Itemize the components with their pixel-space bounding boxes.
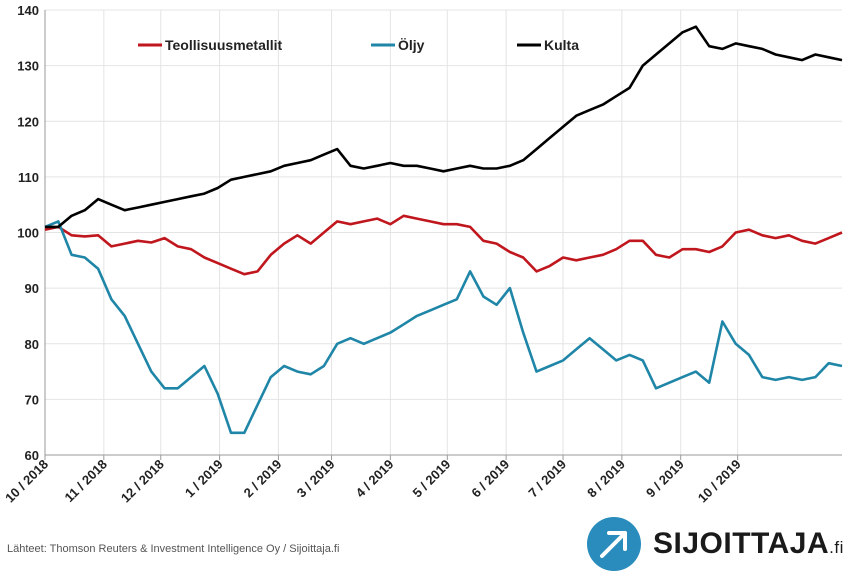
- x-tick-label: 10 / 2019: [695, 457, 744, 506]
- x-tick-label: 7 / 2019: [525, 457, 569, 501]
- series-line-0: [44, 214, 843, 276]
- y-tick-label: 120: [17, 114, 39, 129]
- x-tick-label: 3 / 2019: [294, 457, 338, 501]
- x-tick-label: 5 / 2019: [410, 457, 454, 501]
- legend-label: Teollisuusmetallit: [165, 37, 283, 53]
- y-tick-label: 100: [17, 226, 39, 241]
- y-tick-label: 140: [17, 3, 39, 18]
- legend-label: Kulta: [544, 37, 579, 53]
- source-note: Lähteet: Thomson Reuters & Investment In…: [7, 543, 340, 555]
- legend: Teollisuusmetallit Öljy Kulta: [138, 37, 579, 53]
- y-tick-label: 60: [25, 448, 39, 463]
- x-tick-label: 6 / 2019: [468, 457, 512, 501]
- arrow-icon: [587, 517, 641, 571]
- x-tick-label: 8 / 2019: [584, 457, 628, 501]
- x-axis: 10 / 2018 11 / 2018 12 / 2018 1 / 2019 2 / 2…: [2, 454, 842, 506]
- x-tick-label: 2 / 2019: [241, 457, 285, 501]
- x-tick-label: 4 / 2019: [353, 457, 397, 501]
- x-tick-label: 10 / 2018: [2, 457, 51, 506]
- sijoittaja-logo: SIJOITTAJA.fi: [587, 517, 844, 571]
- x-tick-label: 12 / 2018: [118, 457, 167, 506]
- x-tick-label: 1 / 2019: [182, 457, 226, 501]
- y-axis: 60 70 80 90 100 110 120 130 140: [17, 3, 46, 463]
- series-lines: [44, 25, 843, 435]
- series-line-2: [45, 25, 843, 229]
- legend-label: Öljy: [398, 37, 425, 53]
- y-tick-label: 110: [18, 170, 39, 185]
- logo-wordmark: SIJOITTAJA.fi: [653, 527, 844, 561]
- y-tick-label: 80: [25, 337, 39, 352]
- y-tick-label: 130: [17, 59, 39, 74]
- y-tick-label: 90: [25, 281, 39, 296]
- x-tick-label: 9 / 2019: [643, 457, 687, 501]
- series-line-1: [44, 220, 843, 435]
- logo-suffix: .fi: [829, 538, 844, 557]
- y-tick-label: 70: [25, 392, 39, 407]
- x-tick-label: 11 / 2018: [62, 457, 110, 505]
- grid-lines: [44, 9, 842, 456]
- logo-name: SIJOITTAJA: [653, 527, 830, 560]
